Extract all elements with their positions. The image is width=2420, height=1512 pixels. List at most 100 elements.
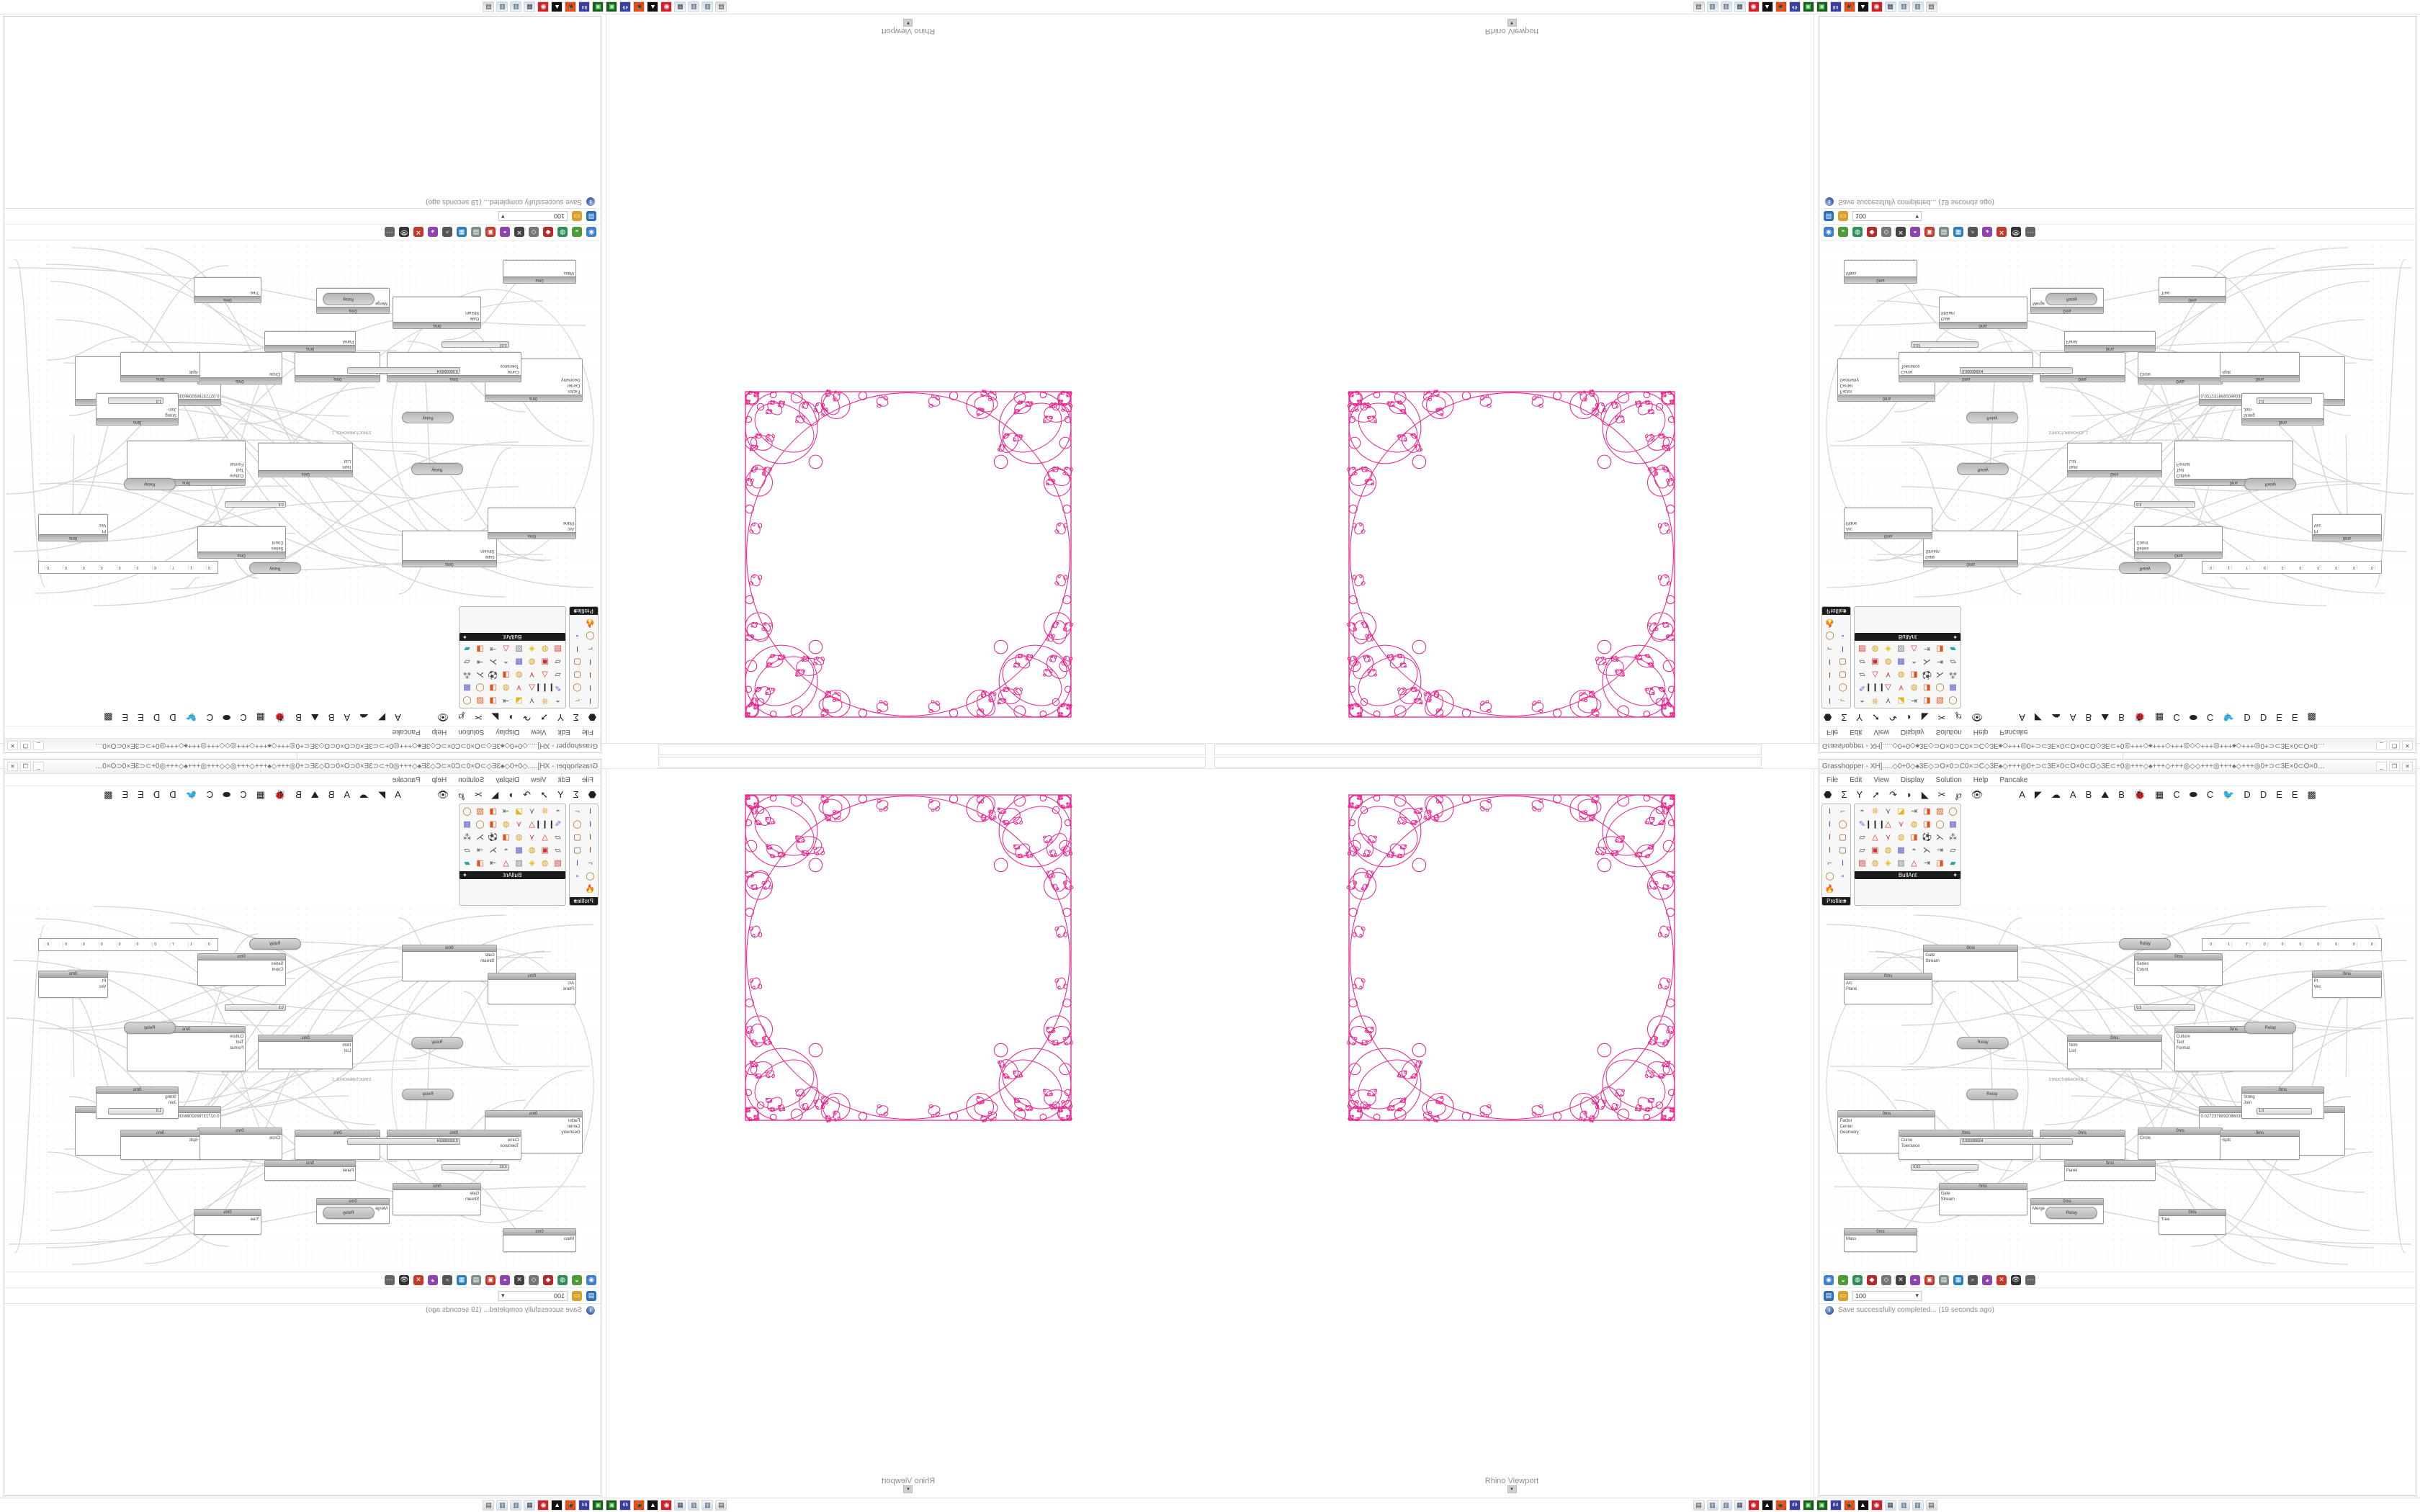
tab-addon-d2-icon[interactable]: D [2259,712,2267,724]
palette-cell-quad2-icon[interactable]: ▱ [555,657,561,666]
palette-cell-quad-icon[interactable]: ▱ [1859,833,1865,842]
palette-cell-box-tube2-icon[interactable]: ▢ [573,657,581,666]
tool-sphere-icon[interactable]: ◕ [428,227,438,238]
taskbar-rhino2-icon[interactable]: ◉ [1870,1,1883,12]
canvas-node[interactable]: 0ms Gate Stream [1938,1183,2027,1216]
palette-cell-torus-icon[interactable]: ◯ [1948,696,1958,705]
tab-addon-a2-icon[interactable]: A [2069,788,2076,800]
palette-cell-angle-icon[interactable]: ⌐ [588,644,593,653]
palette-cell-i-beam-icon[interactable]: I [588,833,592,842]
node-param[interactable]: String [165,1095,177,1099]
palette-cell-frame-red-icon[interactable]: ▣ [1871,657,1879,666]
number-slider[interactable]: 0.02 [1911,1164,1978,1171]
tool-zoom-icon[interactable]: ⌕ [442,227,452,238]
tab-addon-mountain-icon[interactable]: ⛰ [2101,788,2110,800]
node-param[interactable]: Pt [102,528,107,534]
palette-cell-ball-icon[interactable]: ⚽ [1922,833,1932,842]
palette-cell-tri-red2-icon[interactable]: △ [542,833,548,842]
taskbar-rhino2-icon[interactable]: ◉ [1870,1500,1883,1511]
palette-cell-i-beam2-icon[interactable]: I [1828,657,1832,666]
tool-eye-icon[interactable]: 👁 [399,227,409,238]
tool-bake-icon[interactable]: ◇ [1881,227,1891,238]
palette-cell-frame-red-icon[interactable]: ▣ [541,657,549,666]
tab-addon-bird-icon[interactable]: 🐦 [185,712,197,724]
viewport-spinner-icon[interactable]: ▾ [903,1485,913,1493]
rhino-command-box[interactable] [1214,744,1762,755]
tab-curve-icon[interactable]: ↷ [523,712,532,724]
palette-cell-panel-icon[interactable]: ▧ [515,644,523,653]
tool-globe-icon[interactable]: ◍ [1852,1274,1863,1285]
menu-item-display[interactable]: Display [496,775,520,784]
canvas-node[interactable]: 0ms Circle [197,1127,283,1160]
node-param[interactable]: Factor [568,1118,581,1123]
minimize-button[interactable]: _ [2376,762,2387,771]
tab-addon-d-icon[interactable]: D [169,788,176,800]
taskbar-vscode-icon[interactable]: ▣ [606,1,618,12]
node-param[interactable]: Gate [1940,315,1950,320]
tab-vector-icon[interactable]: ➚ [540,788,548,800]
palette-cell-ladder2-icon[interactable]: ⇥ [1936,657,1944,666]
tab-addon-cloud-icon[interactable]: ☁ [359,712,369,724]
grasshopper-titlebar[interactable]: Grasshopper - XH].....◇0+0◇♠3Ε◇⊃Ο×0⊃C0×⊃… [1819,760,2416,774]
palette-cell-cube-icon[interactable]: ▩ [1949,820,1957,829]
taskbar-floppy-save2-icon[interactable]: 84 [1829,1500,1842,1511]
menu-item-help[interactable]: Help [1973,775,1989,784]
node-param[interactable]: Factor [568,389,581,394]
palette-cell-sphere-cut2-icon[interactable]: ◓ [1912,657,1917,666]
palette-cell-ladder3-icon[interactable]: ⇥ [489,859,497,868]
canvas-node[interactable]: 0ms Mass [503,1228,577,1253]
palette-cell-frame-red2-icon[interactable]: ▤ [1858,859,1866,868]
close-button[interactable]: ✕ [7,741,18,750]
number-slider[interactable]: 0.02 [442,341,509,348]
palette-cell-gradient-icon[interactable]: ▰ [464,859,470,868]
tab-display-icon[interactable]: 👁 [1971,712,1984,724]
palette-cell-i-beam-tag-icon[interactable]: I [588,807,592,816]
tab-surface-icon[interactable]: ◗ [508,712,514,724]
tool-globe-icon[interactable]: ◍ [557,227,568,238]
viewport-canvas[interactable] [1214,40,1809,739]
node-param[interactable]: Stream [1925,958,1940,963]
palette-cell-ladder-icon[interactable]: ⇥ [502,807,510,816]
palette-cell-box-tube2-icon[interactable]: ▢ [1839,846,1847,855]
palette-cell-sphere-cut2-icon[interactable]: ◓ [503,846,508,855]
palette-cell-truss-v-icon[interactable]: ⋎ [529,696,535,705]
palette-caption[interactable]: Profiles ✦ [570,897,598,905]
taskbar-calculator2-icon[interactable]: ▦ [524,1,536,12]
viewport-canvas[interactable] [1214,773,1809,1472]
palette-cell-frame-red2-icon[interactable]: ▤ [554,644,562,653]
palette-cell-ball-icon[interactable]: ⚽ [488,833,498,842]
tool-bake-icon[interactable]: ◇ [529,1274,539,1285]
number-slider[interactable]: 0.02 [1911,341,1978,348]
node-param[interactable]: Text [2176,1040,2184,1045]
taskbar-floppy-save-icon[interactable]: 49 [619,1,632,12]
tool-wrench-icon[interactable]: ✕ [1896,227,1906,238]
node-param[interactable]: Arc [1845,526,1852,531]
taskbar-floppy-save-icon[interactable]: 49 [1788,1,1801,12]
node-param[interactable]: Circle [2139,1135,2151,1140]
number-slider[interactable]: 1.0 [108,397,163,405]
rhino-command-box[interactable] [658,757,1206,768]
relay-node[interactable]: Relay [402,411,454,423]
grasshopper-titlebar[interactable]: Grasshopper - XH].....◇0+0◇♠3Ε◇⊃Ο×0⊃C0×⊃… [4,738,601,752]
canvas-node[interactable]: 0ms Culture Text Format [2174,1026,2294,1072]
palette-cell-tri-red3-icon[interactable]: △ [1911,644,1917,653]
node-param[interactable]: Count [272,967,284,972]
palette-cell-quad2-icon[interactable]: ▱ [555,846,561,855]
node-param[interactable]: Text [2176,467,2184,472]
save-icon[interactable]: ▤ [1824,211,1834,222]
taskbar-calculator2-icon[interactable]: ▦ [1884,1500,1896,1511]
tab-addon-ellipse-icon[interactable]: ⬬ [223,788,231,800]
palette-cell-branch-icon[interactable]: ⋋ [1936,833,1944,842]
tool-eye-icon[interactable]: 👁 [2011,1274,2021,1285]
viewport-name[interactable]: Rhino Viewport [1484,27,1539,36]
palette-cell-grid-shell-icon[interactable]: ▨ [1936,696,1944,705]
palette-cell-branch2-icon[interactable]: ⋋ [1923,657,1931,666]
grasshopper-canvas[interactable]: 0ms Gate Stream 0ms Arc Plane 0ms Factor Center G… [1819,906,2416,1272]
palette-cell-tri-red2-icon[interactable]: △ [1872,670,1878,679]
palette-cell-winch-icon[interactable]: ◍ [502,820,510,829]
palette-cell-channel-icon[interactable]: ⌐ [575,696,580,705]
palette-cell-channel-icon[interactable]: ⌐ [1840,696,1845,705]
zoom-combo[interactable]: 100 ▾ [498,1290,568,1301]
tool-wrench-icon[interactable]: ✕ [1896,1274,1906,1285]
palette-cell-gradient-icon[interactable]: ▰ [1950,859,1956,868]
